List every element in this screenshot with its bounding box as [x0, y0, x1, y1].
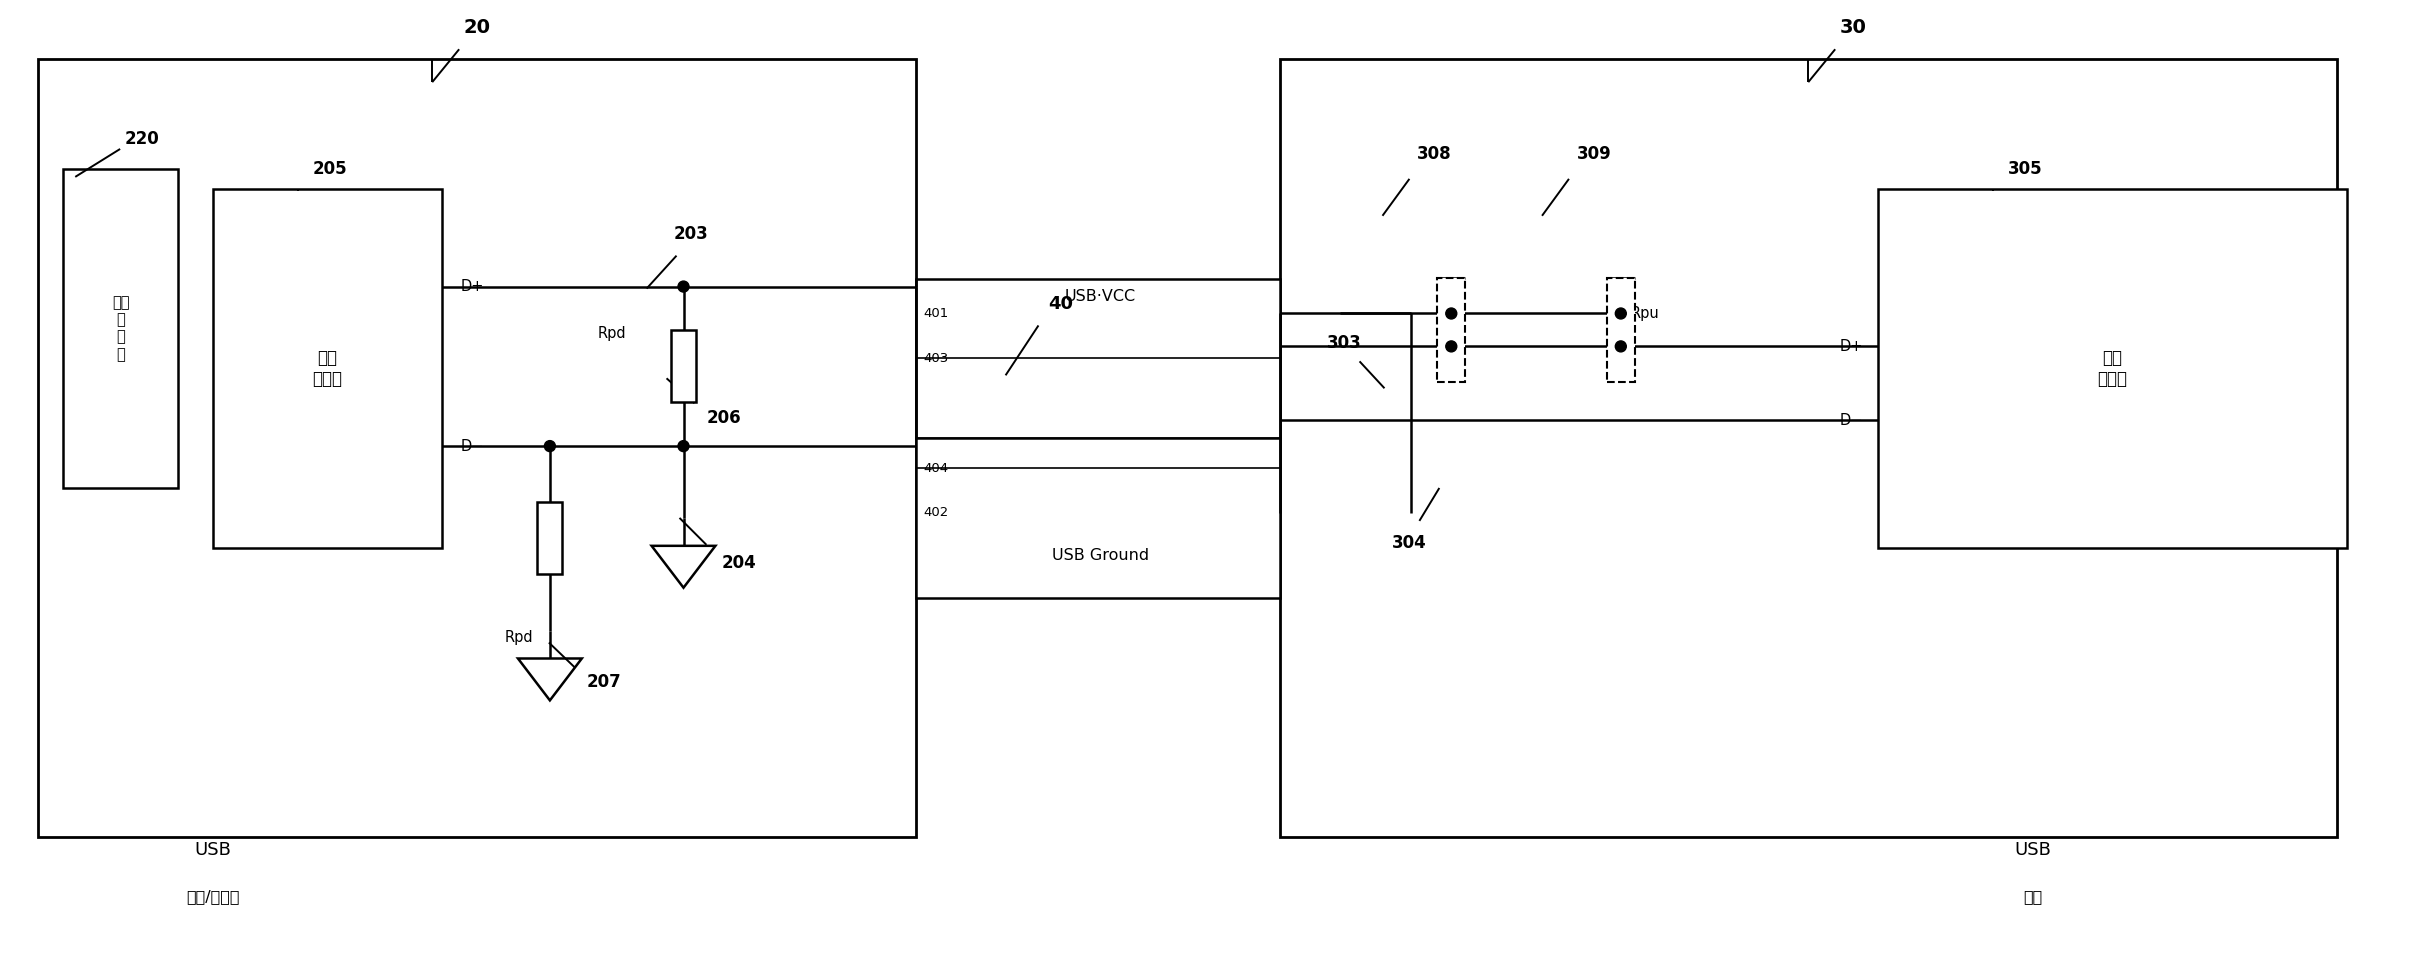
Text: D+: D+ — [1840, 339, 1864, 354]
Bar — [538, 502, 562, 574]
Text: 主机/集线器: 主机/集线器 — [186, 890, 239, 904]
Text: D−: D− — [461, 439, 485, 454]
Text: 204: 204 — [721, 554, 757, 572]
Circle shape — [545, 440, 555, 452]
Bar — [1606, 278, 1635, 382]
Text: USB Ground: USB Ground — [1051, 548, 1150, 563]
Text: USB·VCC: USB·VCC — [1066, 289, 1136, 304]
Text: 402: 402 — [923, 506, 950, 520]
Text: 308: 308 — [1418, 145, 1451, 163]
Text: Rpd: Rpd — [504, 630, 533, 645]
Text: D+: D+ — [461, 279, 485, 294]
Text: 206: 206 — [706, 409, 740, 427]
Text: 205: 205 — [313, 160, 347, 178]
Text: 304: 304 — [1391, 533, 1427, 552]
Bar — [39, 59, 916, 837]
Bar — [212, 189, 441, 548]
Text: 20: 20 — [463, 17, 489, 37]
Text: 403: 403 — [923, 351, 950, 365]
Circle shape — [1615, 308, 1627, 319]
Bar — [1878, 189, 2346, 548]
Text: 30: 30 — [1840, 17, 1866, 37]
Text: USB: USB — [195, 841, 231, 859]
Bar — [63, 168, 178, 488]
Circle shape — [677, 440, 690, 452]
Bar — [1280, 59, 2336, 837]
Circle shape — [1615, 341, 1627, 352]
Text: 传送
接收器: 传送 接收器 — [2098, 348, 2127, 388]
Bar — [1437, 278, 1466, 382]
Text: D−: D− — [1840, 412, 1864, 428]
Text: 404: 404 — [923, 462, 950, 474]
Text: 电位
检
测
器: 电位 检 测 器 — [111, 295, 130, 362]
Bar — [670, 330, 697, 403]
Bar — [916, 439, 1280, 597]
Text: 401: 401 — [923, 307, 950, 320]
Bar — [916, 279, 1280, 439]
Text: 309: 309 — [1577, 145, 1611, 163]
Circle shape — [677, 281, 690, 292]
Circle shape — [1447, 308, 1456, 319]
Text: Rpu: Rpu — [1630, 306, 1659, 321]
Text: 装置: 装置 — [2023, 890, 2042, 904]
Text: 40: 40 — [1049, 294, 1073, 313]
Text: 305: 305 — [2008, 160, 2042, 178]
Text: 传送
接收器: 传送 接收器 — [313, 348, 342, 388]
Circle shape — [1447, 341, 1456, 352]
Text: Rpd: Rpd — [598, 326, 627, 341]
Text: 203: 203 — [675, 225, 709, 243]
Text: 303: 303 — [1326, 334, 1362, 352]
Text: USB: USB — [2013, 841, 2052, 859]
Text: 207: 207 — [586, 674, 622, 691]
Text: 220: 220 — [125, 130, 159, 148]
